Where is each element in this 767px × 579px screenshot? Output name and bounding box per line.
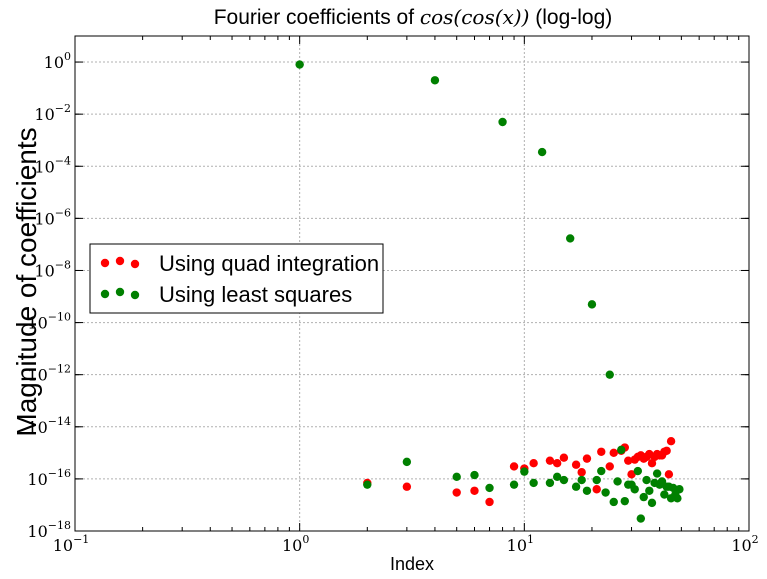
point-lstsq <box>509 480 519 489</box>
legend-entry-quad: Using quad integration <box>100 251 379 276</box>
point-lstsq <box>660 490 669 499</box>
point-lstsq <box>675 485 684 494</box>
y-tick-label: 10−14 <box>27 415 71 437</box>
point-quad <box>559 453 569 462</box>
point-lstsq <box>485 483 494 493</box>
grid <box>75 36 749 531</box>
legend-box <box>89 243 384 314</box>
point-lstsq <box>295 60 304 69</box>
point-lstsq <box>647 498 657 508</box>
point-lstsq <box>571 482 581 491</box>
data-points <box>295 60 684 523</box>
point-lstsq <box>673 494 682 503</box>
point-lstsq <box>552 472 562 482</box>
point-quad <box>509 462 519 471</box>
legend-marker-quad <box>115 256 125 266</box>
tick-labels: 10−1 100 101 102 100 10−2 10−4 10−6 10−8 10−10 10−… <box>27 50 758 555</box>
point-quad <box>609 448 618 458</box>
point-quad <box>647 459 657 468</box>
x-tick-label: 100 <box>282 533 309 555</box>
point-quad <box>597 447 606 456</box>
legend: Using quad integration Using least squar… <box>89 243 384 314</box>
legend-label-lstsq: Using least squares <box>159 282 352 307</box>
legend-marker-lstsq <box>115 287 125 297</box>
point-quad <box>577 468 586 477</box>
point-lstsq <box>545 478 555 488</box>
point-lstsq <box>402 457 412 467</box>
point-lstsq <box>609 497 618 507</box>
point-quad <box>627 470 636 479</box>
x-axis-label: Index <box>390 554 434 574</box>
point-lstsq <box>577 475 586 485</box>
point-lstsq <box>620 496 629 506</box>
point-lstsq <box>363 480 372 489</box>
x-tick-label: 101 <box>507 533 534 555</box>
legend-entry-lstsq: Using least squares <box>100 282 352 307</box>
point-lstsq <box>592 475 601 485</box>
x-tick-label: 10−1 <box>53 533 90 555</box>
point-quad <box>485 497 494 507</box>
x-tick-label: 102 <box>731 533 758 555</box>
y-tick-label: 10−18 <box>27 519 71 541</box>
y-tick-label: 10−10 <box>27 311 71 333</box>
point-lstsq <box>559 475 569 485</box>
point-lstsq <box>430 76 440 85</box>
point-lstsq <box>452 472 461 482</box>
point-quad <box>552 459 562 468</box>
point-lstsq <box>537 147 547 157</box>
point-lstsq <box>642 475 651 485</box>
point-lstsq <box>652 469 662 478</box>
point-quad <box>605 462 614 471</box>
point-quad <box>592 485 601 494</box>
y-tick-label: 10−12 <box>27 363 71 385</box>
point-quad <box>571 460 581 469</box>
legend-marker-quad <box>100 258 110 268</box>
y-tick-label: 10−2 <box>34 102 71 124</box>
point-lstsq <box>613 477 622 486</box>
point-lstsq <box>617 445 626 455</box>
point-lstsq <box>636 514 646 523</box>
point-lstsq <box>470 470 479 480</box>
point-quad <box>402 482 412 491</box>
point-lstsq <box>582 486 592 495</box>
legend-marker-quad <box>130 259 140 269</box>
point-lstsq <box>498 117 507 127</box>
point-quad <box>664 470 674 479</box>
point-quad <box>545 456 555 465</box>
legend-label-quad: Using quad integration <box>159 251 379 276</box>
point-lstsq <box>601 488 610 497</box>
point-lstsq <box>597 466 606 476</box>
tick-marks <box>74 36 750 532</box>
point-quad <box>582 454 592 463</box>
point-lstsq <box>529 478 538 488</box>
point-quad <box>470 486 479 495</box>
point-quad <box>529 459 538 468</box>
point-lstsq <box>639 492 648 502</box>
y-tick-label: 10−16 <box>27 467 71 489</box>
point-lstsq <box>630 485 639 494</box>
y-tick-label: 100 <box>44 50 71 72</box>
plot-frame <box>74 35 750 532</box>
legend-marker-lstsq <box>100 289 110 299</box>
point-quad <box>624 456 633 465</box>
chart-title: Fourier coefficients of cos(cos(x)) (log… <box>214 5 613 29</box>
legend-marker-lstsq <box>130 290 140 300</box>
point-lstsq <box>565 234 575 243</box>
point-lstsq <box>633 466 643 476</box>
point-lstsq <box>605 370 614 379</box>
y-tick-label: 10−8 <box>34 258 71 280</box>
point-quad <box>666 436 676 446</box>
y-axis-label: Magnitude of coefficients <box>11 127 42 436</box>
point-lstsq <box>587 300 597 309</box>
y-tick-label: 10−4 <box>34 154 71 176</box>
point-lstsq <box>520 467 529 476</box>
point-quad <box>662 446 671 455</box>
y-tick-label: 10−6 <box>34 206 71 228</box>
point-lstsq <box>645 486 654 495</box>
point-quad <box>452 488 461 497</box>
